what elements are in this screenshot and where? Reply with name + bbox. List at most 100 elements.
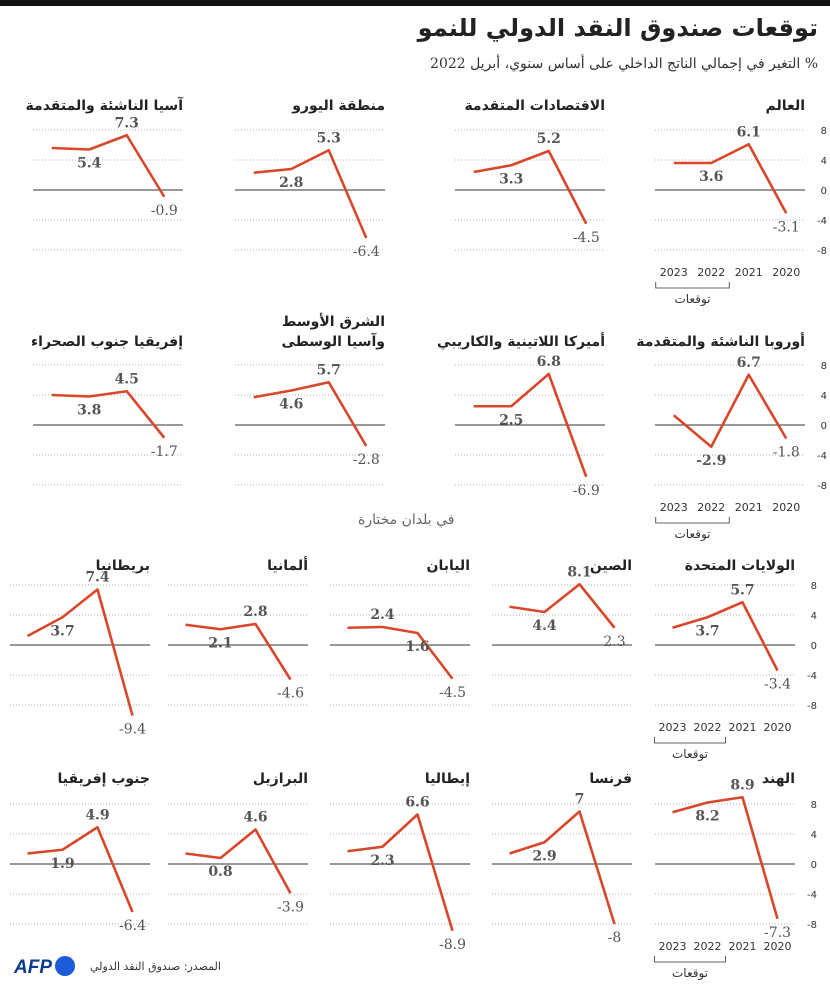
y-tick-label: 4 xyxy=(821,156,827,167)
y-tick-label: 0 xyxy=(821,186,827,197)
x-tick-label: 2020 xyxy=(764,721,792,734)
panel-title: الولايات المتحدة xyxy=(685,558,795,574)
panel-title: آسيا الناشئة والمتقدمة xyxy=(26,96,185,114)
data-label: -2.9 xyxy=(696,453,726,469)
panel-title: الصين xyxy=(590,558,632,574)
series-line xyxy=(673,142,788,214)
series-line xyxy=(26,588,134,716)
panel-title: البرازيل xyxy=(253,771,308,787)
data-label: 5.7 xyxy=(730,582,754,598)
data-label: -3.1 xyxy=(773,219,800,235)
series-line xyxy=(51,133,166,198)
data-label: 1.6 xyxy=(405,639,429,655)
data-label: -7.3 xyxy=(764,925,791,941)
data-label: 6.6 xyxy=(405,795,429,811)
data-label: 1.9 xyxy=(50,856,74,872)
data-label: -9.4 xyxy=(119,722,146,738)
data-label: -3.4 xyxy=(764,677,791,693)
y-tick-label: -4 xyxy=(817,451,827,462)
x-tick-label: 2022 xyxy=(697,501,725,514)
x-tick-label: 2021 xyxy=(729,721,757,734)
data-label: 2.5 xyxy=(499,412,523,428)
x-tick-label: 2022 xyxy=(697,266,725,279)
series-line xyxy=(253,148,368,239)
data-label: 7.3 xyxy=(115,115,139,131)
y-tick-label: 0 xyxy=(821,421,827,432)
data-label: 7.4 xyxy=(85,570,110,586)
panel-title: أوروبا الناشئة والمتقدمة xyxy=(636,332,805,350)
panel-title: اليابان xyxy=(427,558,471,574)
y-tick-label: 0 xyxy=(811,860,817,871)
data-label: -4.5 xyxy=(439,685,466,701)
panel-title: ألمانيا xyxy=(267,556,308,574)
y-tick-label: -8 xyxy=(817,246,827,257)
data-label: 4.4 xyxy=(532,618,557,634)
series-line xyxy=(51,389,166,439)
data-label: 4.6 xyxy=(243,810,267,826)
panel-title: منطقة اليورو xyxy=(291,98,385,114)
x-tick-label: 2020 xyxy=(772,501,800,514)
data-label: -6.4 xyxy=(353,244,380,260)
y-tick-label: -4 xyxy=(807,890,817,901)
data-label: 3.7 xyxy=(50,623,74,639)
series-line xyxy=(253,380,368,447)
data-label: 2.3 xyxy=(370,853,394,869)
data-label: 8.2 xyxy=(695,809,719,825)
data-label: -2.8 xyxy=(353,452,380,468)
data-label: 2.8 xyxy=(279,175,303,191)
data-label: -1.8 xyxy=(773,445,800,461)
y-tick-label: 8 xyxy=(821,126,827,137)
section-label: في بلدان مختارة xyxy=(358,512,455,528)
panel-title: فرنسا xyxy=(589,771,632,787)
page-title: توقعات صندوق النقد الدولي للنمو xyxy=(417,14,818,42)
y-tick-label: 4 xyxy=(821,391,827,402)
panel-title: إفريقيا جنوب الصحراء xyxy=(31,334,183,350)
forecast-label: توقعات xyxy=(672,966,708,981)
data-label: 4.9 xyxy=(85,807,109,823)
panel-title: إيطاليا xyxy=(425,771,470,787)
data-label: 2.8 xyxy=(243,604,267,620)
y-tick-label: 8 xyxy=(811,800,817,811)
forecast-label: توقعات xyxy=(674,527,710,542)
data-label: 2.3 xyxy=(603,634,625,650)
series-line xyxy=(672,795,779,920)
afp-logo: AFP xyxy=(14,956,75,978)
data-label: 3.8 xyxy=(77,403,101,419)
x-tick-label: 2022 xyxy=(694,940,722,953)
x-tick-label: 2023 xyxy=(660,266,688,279)
forecast-bracket xyxy=(655,282,730,289)
data-label: -6.4 xyxy=(119,918,146,934)
x-tick-label: 2021 xyxy=(729,940,757,953)
forecast-label: توقعات xyxy=(672,747,708,762)
y-tick-label: 8 xyxy=(821,361,827,372)
data-label: 3.7 xyxy=(695,623,719,639)
y-tick-label: -8 xyxy=(807,701,817,712)
series-line xyxy=(347,625,454,680)
y-tick-label: -4 xyxy=(817,216,827,227)
data-label: 8.1 xyxy=(567,564,591,580)
y-tick-label: 4 xyxy=(811,611,817,622)
y-tick-label: -8 xyxy=(807,920,817,931)
panel-title: جنوب إفريقيا xyxy=(57,771,150,787)
data-label: -4.6 xyxy=(277,686,304,702)
data-label: 5.4 xyxy=(77,156,102,172)
data-label: 4.6 xyxy=(279,397,303,413)
data-label: 8.9 xyxy=(730,777,754,793)
y-tick-label: 8 xyxy=(811,581,817,592)
data-label: 5.3 xyxy=(317,130,341,146)
series-line xyxy=(473,149,588,225)
series-line xyxy=(672,600,779,672)
data-label: 3.3 xyxy=(499,171,523,187)
data-label: -8 xyxy=(608,930,622,946)
source-note: المصدر: صندوق النقد الدولي xyxy=(90,960,221,973)
page-subtitle: % التغير في إجمالي الناتج الداخلي على أس… xyxy=(430,56,818,72)
data-label: -6.9 xyxy=(573,483,600,499)
series-line xyxy=(347,813,454,932)
top-bar xyxy=(0,0,830,6)
x-tick-label: 2021 xyxy=(735,501,763,514)
x-tick-label: 2023 xyxy=(660,501,688,514)
y-tick-label: 4 xyxy=(811,830,817,841)
data-label: -3.9 xyxy=(277,899,304,915)
panel-title: الشرق الأوسط xyxy=(282,313,385,330)
data-label: 5.7 xyxy=(317,362,341,378)
